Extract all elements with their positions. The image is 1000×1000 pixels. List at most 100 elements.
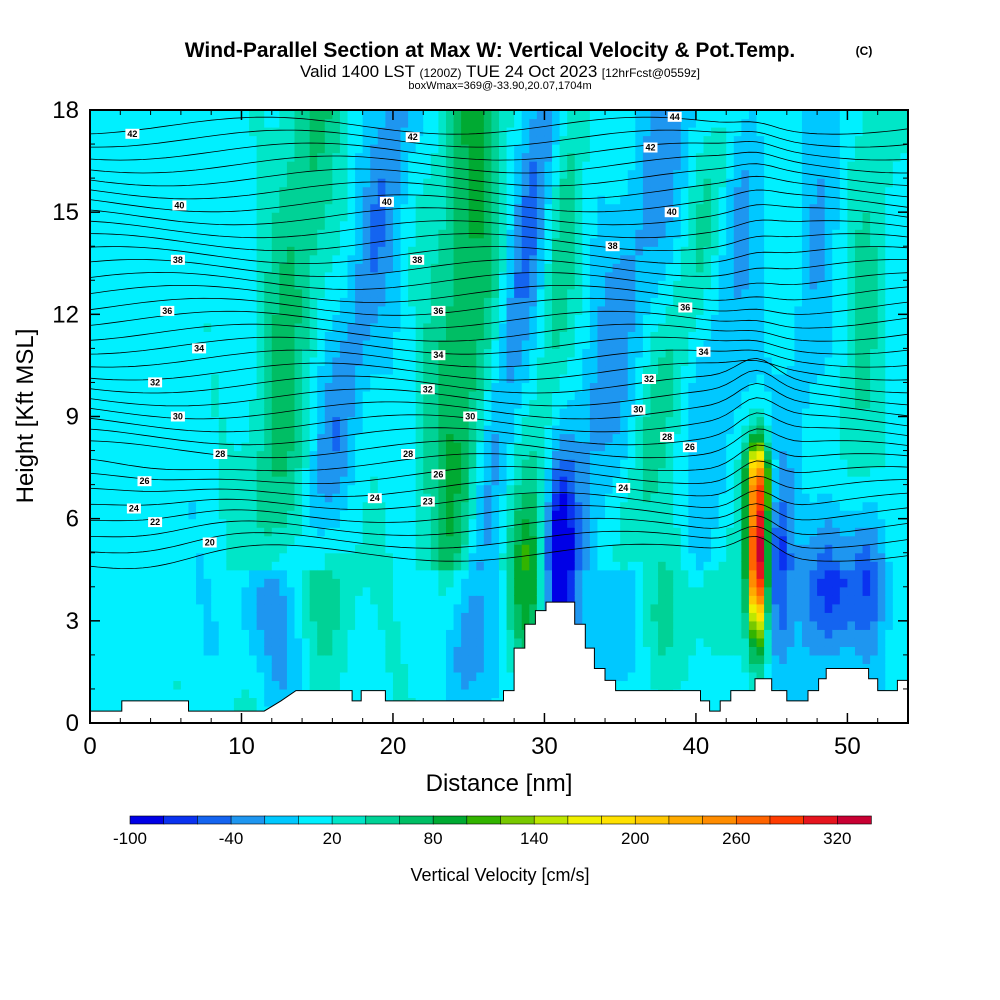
field-cell <box>339 510 349 520</box>
field-cell <box>408 569 417 579</box>
field-cell <box>97 161 106 171</box>
field-cell <box>309 314 318 324</box>
field-cell <box>461 135 470 145</box>
field-cell <box>461 552 470 562</box>
field-cell <box>97 586 106 596</box>
field-cell <box>203 561 212 571</box>
field-cell <box>143 459 152 469</box>
field-cell <box>271 322 280 332</box>
field-cell <box>514 127 523 137</box>
field-cell <box>196 169 205 179</box>
field-cell <box>279 663 288 673</box>
field-cell <box>196 314 205 324</box>
field-cell <box>377 407 386 418</box>
field-cell <box>491 339 500 349</box>
field-cell <box>279 152 288 162</box>
field-cell <box>264 305 273 315</box>
field-cell <box>112 152 121 162</box>
field-cell <box>559 212 568 222</box>
field-cell <box>529 382 538 392</box>
field-cell <box>536 144 546 154</box>
field-cell <box>90 152 99 162</box>
field-cell <box>302 637 311 647</box>
field-cell <box>158 220 167 230</box>
field-cell <box>544 476 553 486</box>
field-cell <box>377 569 386 579</box>
field-cell <box>271 671 280 682</box>
field-cell <box>370 373 379 384</box>
field-cell <box>324 637 333 647</box>
field-cell <box>506 425 515 435</box>
field-cell <box>158 620 167 630</box>
field-cell <box>264 603 273 613</box>
field-cell <box>483 510 493 520</box>
field-cell <box>408 212 417 222</box>
field-cell <box>97 637 106 647</box>
field-cell <box>158 382 167 392</box>
field-cell <box>120 288 129 298</box>
field-cell <box>430 297 439 307</box>
field-cell <box>461 637 470 647</box>
field-cell <box>218 127 227 137</box>
field-cell <box>188 263 197 273</box>
field-cell <box>453 169 462 179</box>
field-cell <box>256 493 265 503</box>
field-cell <box>249 305 258 315</box>
field-cell <box>286 612 296 622</box>
field-cell <box>105 442 114 452</box>
field-cell <box>211 127 220 137</box>
field-cell <box>211 314 220 324</box>
field-cell <box>143 569 152 579</box>
field-cell <box>438 646 447 656</box>
field-cell <box>476 646 485 656</box>
field-cell <box>400 654 409 664</box>
field-cell <box>544 237 553 247</box>
field-cell <box>385 433 394 443</box>
field-cell <box>521 595 530 605</box>
field-cell <box>233 186 243 196</box>
field-cell <box>430 476 439 486</box>
field-cell <box>339 280 349 290</box>
field-cell <box>105 203 114 213</box>
field-cell <box>468 680 477 690</box>
field-cell <box>438 493 447 503</box>
field-cell <box>476 263 485 273</box>
field-cell <box>468 280 477 290</box>
field-cell <box>188 203 197 213</box>
field-cell <box>438 501 447 511</box>
field-cell <box>279 297 288 307</box>
field-cell <box>597 442 606 452</box>
field-cell <box>196 331 205 341</box>
field-cell <box>135 671 144 682</box>
field-cell <box>188 527 197 537</box>
field-cell <box>302 229 311 239</box>
field-cell <box>468 433 477 443</box>
field-cell <box>249 169 258 179</box>
field-cell <box>430 620 439 630</box>
field-cell <box>203 212 212 222</box>
field-cell <box>362 356 371 367</box>
field-cell <box>385 212 394 222</box>
field-cell <box>392 254 402 264</box>
field-cell <box>445 510 455 520</box>
field-cell <box>302 646 311 656</box>
field-cell <box>567 382 576 392</box>
field-cell <box>476 501 485 511</box>
field-cell <box>256 552 265 562</box>
field-cell <box>112 178 121 188</box>
field-cell <box>150 212 159 222</box>
field-cell <box>309 535 318 545</box>
field-cell <box>196 254 205 264</box>
field-cell <box>317 144 326 154</box>
field-cell <box>211 195 220 205</box>
field-cell <box>127 144 137 154</box>
field-cell <box>173 688 182 699</box>
field-cell <box>476 544 485 554</box>
field-cell <box>536 450 546 460</box>
field-cell <box>605 178 614 188</box>
field-cell <box>279 569 288 579</box>
field-cell <box>491 356 500 367</box>
field-cell <box>241 144 250 154</box>
field-cell <box>377 288 386 298</box>
field-cell <box>453 127 462 137</box>
